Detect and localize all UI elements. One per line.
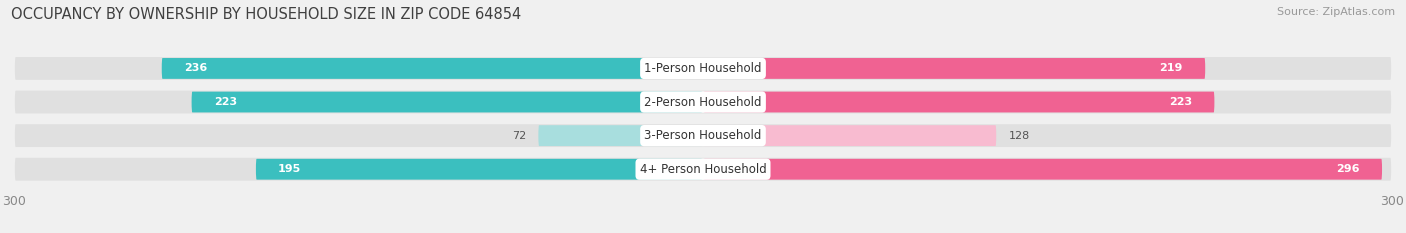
FancyBboxPatch shape [15, 158, 1391, 181]
Text: OCCUPANCY BY OWNERSHIP BY HOUSEHOLD SIZE IN ZIP CODE 64854: OCCUPANCY BY OWNERSHIP BY HOUSEHOLD SIZE… [11, 7, 522, 22]
FancyBboxPatch shape [15, 91, 1391, 113]
FancyBboxPatch shape [191, 92, 702, 113]
Text: 223: 223 [1168, 97, 1192, 107]
Text: 2-Person Household: 2-Person Household [644, 96, 762, 109]
Text: 128: 128 [1008, 131, 1029, 141]
FancyBboxPatch shape [15, 57, 1391, 80]
Text: 296: 296 [1336, 164, 1360, 174]
Text: Source: ZipAtlas.com: Source: ZipAtlas.com [1277, 7, 1395, 17]
FancyBboxPatch shape [162, 58, 702, 79]
Text: 223: 223 [214, 97, 238, 107]
FancyBboxPatch shape [538, 125, 702, 146]
Text: 4+ Person Household: 4+ Person Household [640, 163, 766, 176]
FancyBboxPatch shape [704, 159, 1382, 180]
FancyBboxPatch shape [704, 92, 1215, 113]
Text: 236: 236 [184, 63, 207, 73]
FancyBboxPatch shape [256, 159, 702, 180]
Text: 72: 72 [512, 131, 526, 141]
FancyBboxPatch shape [704, 58, 1205, 79]
Text: 219: 219 [1160, 63, 1182, 73]
Text: 3-Person Household: 3-Person Household [644, 129, 762, 142]
FancyBboxPatch shape [704, 125, 997, 146]
Text: 195: 195 [278, 164, 301, 174]
Text: 1-Person Household: 1-Person Household [644, 62, 762, 75]
FancyBboxPatch shape [15, 124, 1391, 147]
